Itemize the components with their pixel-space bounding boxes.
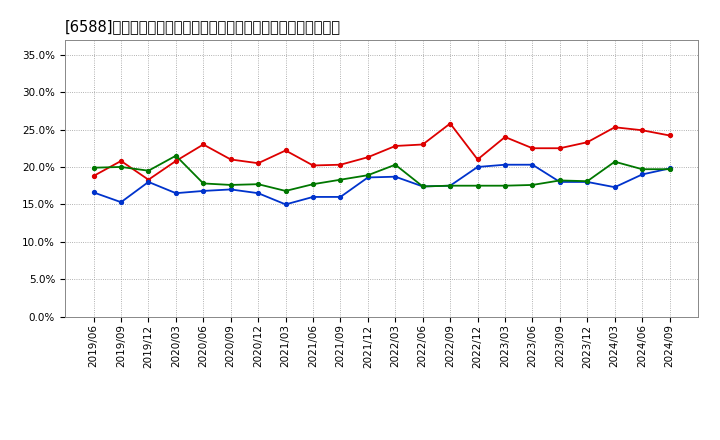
買入債務 bbox=[583, 179, 592, 184]
Line: 売上債権: 売上債権 bbox=[91, 121, 672, 182]
在庫 bbox=[89, 190, 98, 195]
買入債務 bbox=[117, 164, 125, 169]
Line: 在庫: 在庫 bbox=[91, 163, 672, 206]
買入債務 bbox=[391, 162, 400, 167]
在庫 bbox=[611, 184, 619, 190]
買入債務 bbox=[473, 183, 482, 188]
売上債権 bbox=[89, 173, 98, 179]
買入債務 bbox=[611, 159, 619, 165]
買入債務 bbox=[336, 177, 345, 182]
売上債権 bbox=[144, 177, 153, 182]
売上債権 bbox=[638, 128, 647, 133]
売上債権 bbox=[500, 134, 509, 139]
売上債権 bbox=[611, 125, 619, 130]
在庫 bbox=[446, 183, 454, 188]
Line: 買入債務: 買入債務 bbox=[91, 154, 672, 193]
在庫 bbox=[391, 174, 400, 180]
Text: [6588]　売上債権、在庫、買入債務の総資産に対する比率の推移: [6588] 売上債権、在庫、買入債務の総資産に対する比率の推移 bbox=[65, 19, 341, 34]
在庫 bbox=[364, 175, 372, 180]
買入債務 bbox=[528, 182, 537, 187]
在庫 bbox=[171, 191, 180, 196]
売上債権 bbox=[528, 146, 537, 151]
在庫 bbox=[309, 194, 318, 200]
買入債務 bbox=[418, 184, 427, 189]
買入債務 bbox=[254, 182, 263, 187]
在庫 bbox=[638, 172, 647, 177]
在庫 bbox=[556, 180, 564, 185]
売上債権 bbox=[309, 163, 318, 168]
買入債務 bbox=[638, 167, 647, 172]
買入債務 bbox=[446, 183, 454, 188]
買入債務 bbox=[144, 168, 153, 173]
在庫 bbox=[282, 202, 290, 207]
買入債務 bbox=[199, 181, 207, 186]
在庫 bbox=[254, 191, 263, 196]
買入債務 bbox=[226, 182, 235, 187]
在庫 bbox=[473, 164, 482, 169]
買入債務 bbox=[665, 167, 674, 172]
売上債権 bbox=[473, 157, 482, 162]
在庫 bbox=[583, 180, 592, 185]
売上債権 bbox=[171, 158, 180, 164]
売上債権 bbox=[254, 161, 263, 166]
売上債権 bbox=[583, 139, 592, 145]
買入債務 bbox=[309, 182, 318, 187]
在庫 bbox=[117, 199, 125, 205]
売上債権 bbox=[117, 158, 125, 164]
売上債権 bbox=[556, 146, 564, 151]
在庫 bbox=[336, 194, 345, 200]
買入債務 bbox=[282, 188, 290, 194]
在庫 bbox=[226, 187, 235, 192]
買入債務 bbox=[500, 183, 509, 188]
在庫 bbox=[528, 162, 537, 167]
在庫 bbox=[500, 162, 509, 167]
買入債務 bbox=[364, 172, 372, 178]
売上債権 bbox=[391, 143, 400, 149]
売上債権 bbox=[226, 157, 235, 162]
在庫 bbox=[144, 180, 153, 185]
売上債権 bbox=[282, 148, 290, 153]
売上債権 bbox=[364, 154, 372, 160]
在庫 bbox=[665, 166, 674, 171]
買入債務 bbox=[556, 178, 564, 183]
売上債権 bbox=[336, 162, 345, 167]
売上債権 bbox=[418, 142, 427, 147]
売上債権 bbox=[665, 133, 674, 138]
在庫 bbox=[418, 184, 427, 189]
買入債務 bbox=[171, 153, 180, 158]
売上債権 bbox=[199, 142, 207, 147]
買入債務 bbox=[89, 165, 98, 170]
在庫 bbox=[199, 188, 207, 194]
売上債権 bbox=[446, 121, 454, 126]
Legend: 売上債権, 在庫, 買入債務: 売上債権, 在庫, 買入債務 bbox=[272, 439, 491, 440]
